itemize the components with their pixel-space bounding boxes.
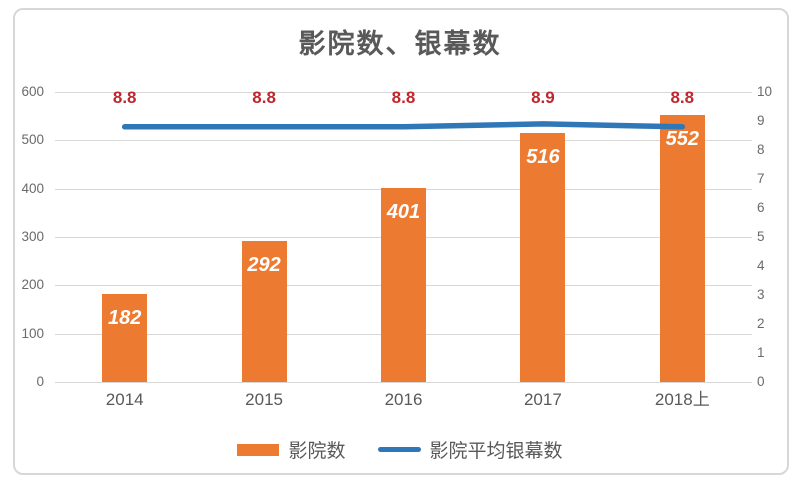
right-axis-tick-0: 0 bbox=[757, 374, 765, 389]
gridline-0 bbox=[55, 382, 752, 383]
gridline-500 bbox=[55, 140, 752, 142]
right-axis-tick-2: 2 bbox=[757, 316, 765, 331]
bar-2017 bbox=[520, 132, 566, 382]
line-value-label-2017: 8.9 bbox=[531, 88, 555, 107]
line-path bbox=[121, 121, 686, 130]
right-axis-tick-8: 8 bbox=[757, 142, 765, 157]
line-value-label-2014: 8.8 bbox=[112, 88, 137, 107]
right-axis-tick-9: 9 bbox=[757, 113, 765, 128]
x-axis-label-2017: 2017 bbox=[523, 390, 562, 409]
line-value-label-2016: 8.8 bbox=[391, 88, 416, 107]
left-axis-tick-300: 300 bbox=[21, 229, 44, 244]
legend-line-swatch-icon bbox=[377, 447, 421, 452]
x-axis-label-2016: 2016 bbox=[384, 390, 423, 409]
plot-area: 182 292 401 516 552 8.8 8.8 8.8 8.9 8.8 bbox=[55, 88, 752, 383]
legend-bar-swatch-icon bbox=[237, 443, 280, 456]
legend-label-cinema-count: 影院数 bbox=[288, 441, 346, 462]
left-axis-tick-400: 400 bbox=[21, 180, 44, 196]
right-axis-tick-3: 3 bbox=[757, 287, 765, 302]
bar-2016 bbox=[381, 188, 426, 382]
legend-item-cinema-count: 影院数 bbox=[237, 436, 346, 463]
left-axis-tick-100: 100 bbox=[21, 325, 44, 341]
line-value-label-2015: 8.8 bbox=[252, 88, 276, 107]
left-axis-tick-0: 0 bbox=[36, 374, 44, 389]
x-axis-label-2014: 2014 bbox=[105, 390, 144, 409]
legend-item-avg-screens: 影院平均银幕数 bbox=[377, 436, 563, 463]
right-axis-tick-6: 6 bbox=[757, 200, 765, 215]
line-value-label-2018上: 8.8 bbox=[670, 88, 695, 107]
left-axis-tick-500: 500 bbox=[21, 132, 44, 148]
bar-2018上 bbox=[659, 115, 705, 382]
left-axis-tick-200: 200 bbox=[21, 277, 44, 293]
avg-screens-line-series bbox=[121, 121, 686, 130]
bar-value-label-2018上: 552 bbox=[665, 128, 699, 151]
right-axis-tick-5: 5 bbox=[757, 229, 765, 244]
bar-value-label-2016: 401 bbox=[386, 201, 421, 224]
x-axis-label-2018上: 2018上 bbox=[654, 390, 710, 409]
legend-label-avg-screens: 影院平均银幕数 bbox=[429, 441, 563, 462]
legend: 影院数 影院平均银幕数 bbox=[0, 436, 800, 463]
right-axis-tick-10: 10 bbox=[757, 84, 773, 99]
bar-value-label-2017: 516 bbox=[526, 145, 560, 168]
x-axis-label-2015: 2015 bbox=[245, 390, 283, 409]
right-axis-tick-1: 1 bbox=[757, 345, 765, 360]
bar-value-label-2015: 292 bbox=[247, 253, 281, 276]
right-axis-tick-7: 7 bbox=[757, 171, 765, 186]
right-axis-tick-4: 4 bbox=[757, 258, 765, 273]
bar-2015 bbox=[241, 240, 287, 382]
chart-title: 影院数、银幕数 bbox=[298, 29, 502, 59]
bar-2014 bbox=[102, 294, 148, 382]
left-axis-tick-600: 600 bbox=[21, 84, 44, 99]
gridline-600 bbox=[55, 92, 752, 93]
bar-value-label-2014: 182 bbox=[108, 307, 142, 330]
